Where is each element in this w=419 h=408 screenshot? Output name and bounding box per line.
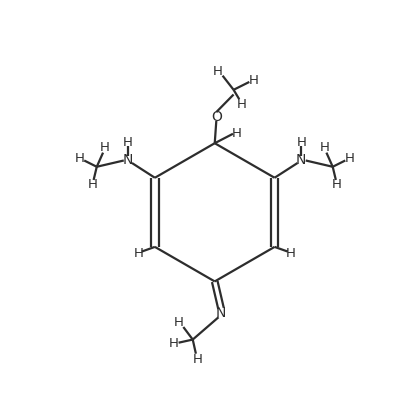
- Text: N: N: [123, 153, 133, 168]
- Text: H: H: [331, 178, 341, 191]
- Text: N: N: [216, 306, 226, 320]
- Text: H: H: [88, 178, 98, 191]
- Text: H: H: [75, 153, 84, 165]
- Text: H: H: [192, 353, 202, 366]
- Text: N: N: [296, 153, 306, 168]
- Text: O: O: [211, 109, 222, 124]
- Text: H: H: [123, 136, 133, 149]
- Text: H: H: [134, 247, 143, 259]
- Text: H: H: [320, 142, 330, 154]
- Text: H: H: [173, 316, 184, 329]
- Text: H: H: [213, 65, 223, 78]
- Text: H: H: [168, 337, 178, 350]
- Text: H: H: [237, 98, 247, 111]
- Text: H: H: [296, 136, 306, 149]
- Text: H: H: [345, 153, 355, 165]
- Text: H: H: [249, 74, 259, 87]
- Text: H: H: [100, 142, 109, 154]
- Text: H: H: [232, 127, 242, 140]
- Text: H: H: [286, 247, 296, 259]
